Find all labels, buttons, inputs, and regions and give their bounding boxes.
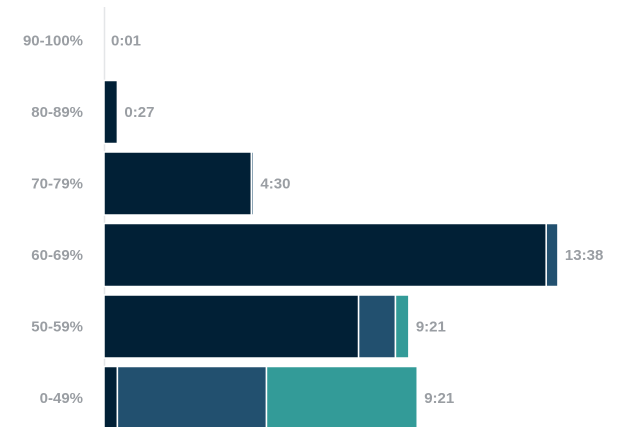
bar-segment [103, 294, 360, 359]
bar-segment [250, 151, 255, 216]
bar-segment [357, 294, 397, 359]
value-label: 0:01 [111, 33, 141, 50]
category-label: 0-49% [40, 390, 83, 407]
value-label: 9:21 [424, 390, 454, 407]
value-label: 13:38 [565, 247, 603, 264]
bar-segment [116, 365, 268, 427]
bar-segment [103, 79, 119, 145]
bar-segment [103, 365, 119, 427]
value-label: 9:21 [416, 319, 446, 336]
bar-segment [545, 222, 559, 288]
category-label: 80-89% [31, 104, 83, 121]
value-label: 0:27 [124, 104, 154, 121]
category-label: 50-59% [31, 319, 83, 336]
bar-segment [265, 365, 418, 427]
bar-segment [103, 151, 253, 216]
value-label: 4:30 [260, 176, 290, 193]
category-label: 90-100% [23, 33, 83, 50]
category-label: 60-69% [31, 247, 83, 264]
category-label: 70-79% [31, 176, 83, 193]
bar-segment [103, 222, 547, 288]
bar-segment [394, 294, 410, 359]
